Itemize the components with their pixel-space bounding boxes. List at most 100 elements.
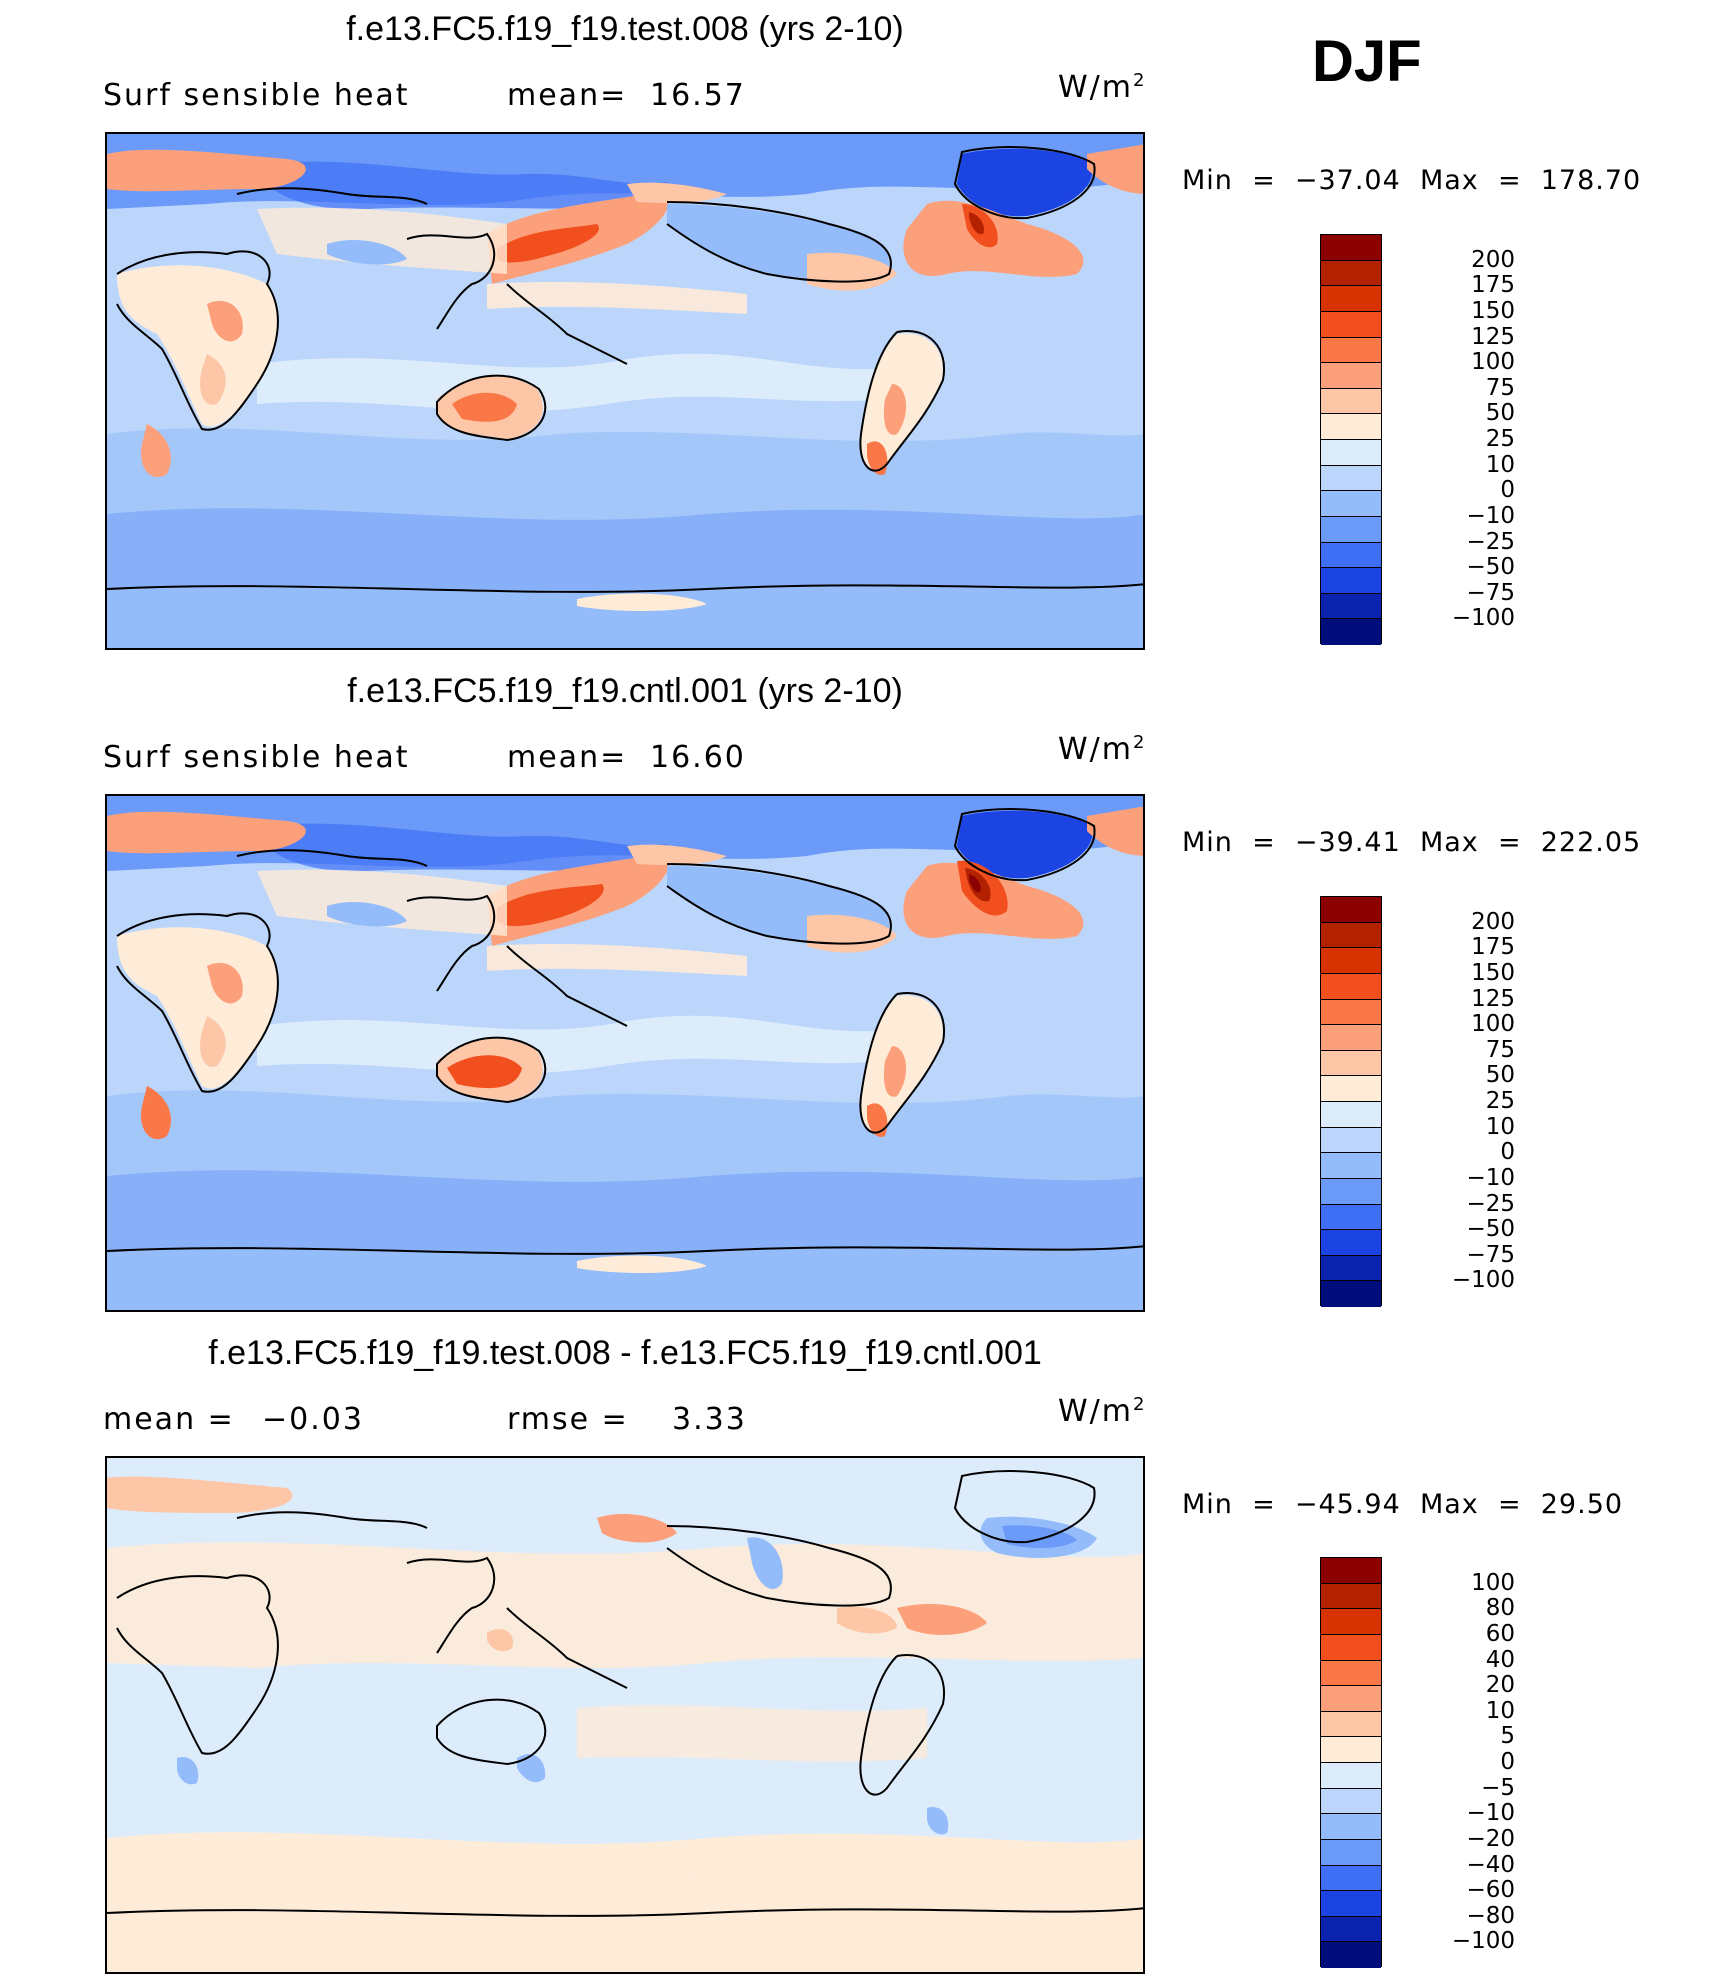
colorbar-segment — [1321, 1763, 1381, 1789]
colorbar-segment — [1321, 260, 1381, 287]
colorbar-segment — [1321, 1737, 1381, 1763]
colorbar-segment — [1321, 1865, 1381, 1892]
colorbar-segment — [1321, 363, 1381, 389]
colorbar-segment — [1321, 235, 1381, 261]
colorbar-tick-label: 175 — [1471, 934, 1515, 961]
colorbar-tick-label: −20 — [1466, 1825, 1515, 1852]
panel-1-colorbar-labels: 200 175 150 125 100 75 50 25 10 0 −10 −25 −50 −75 −100 — [1395, 234, 1515, 644]
panel-2-map — [105, 794, 1145, 1312]
colorbar-tick-label: 10 — [1485, 1697, 1515, 1724]
colorbar-tick-label: 75 — [1485, 374, 1515, 401]
colorbar-segment — [1321, 1916, 1381, 1943]
colorbar-tick-label: 200 — [1471, 246, 1515, 273]
panel-1-mean-value: 16.57 — [650, 78, 746, 113]
colorbar-tick-label: 100 — [1471, 1569, 1515, 1596]
panel-1-map — [105, 132, 1145, 650]
colorbar-segment — [1321, 568, 1381, 594]
panel-2-colorbar — [1320, 896, 1382, 1307]
colorbar-tick-label: −100 — [1451, 1928, 1515, 1955]
colorbar-tick-label: 125 — [1471, 323, 1515, 350]
panel-2-greenland — [957, 810, 1093, 879]
panel-2-variable: Surf sensible heat — [103, 740, 410, 775]
colorbar-tick-label: 20 — [1485, 1672, 1515, 1699]
panel-3-mean-label: mean = — [103, 1402, 235, 1437]
colorbar-tick-label: 100 — [1471, 1011, 1515, 1038]
panel-2-title: f.e13.FC5.f19_f19.cntl.001 (yrs 2-10) — [347, 672, 903, 710]
colorbar-segment — [1321, 286, 1381, 312]
colorbar-segment — [1321, 1711, 1381, 1738]
colorbar-segment — [1321, 1204, 1381, 1231]
colorbar-segment — [1321, 414, 1381, 440]
colorbar-segment — [1321, 1891, 1381, 1917]
colorbar-segment — [1321, 440, 1381, 466]
colorbar-segment — [1321, 1025, 1381, 1051]
colorbar-segment — [1321, 973, 1381, 1000]
colorbar-tick-label: 0 — [1500, 1749, 1515, 1775]
colorbar-segment — [1321, 311, 1381, 338]
panel-2-units: W/m2 — [1058, 732, 1147, 767]
colorbar-segment — [1321, 1634, 1381, 1661]
colorbar-tick-label: −5 — [1481, 1774, 1515, 1801]
panel-1-colorbar — [1320, 234, 1382, 645]
colorbar-segment — [1321, 542, 1381, 569]
colorbar-segment — [1321, 516, 1381, 543]
colorbar-tick-label: 25 — [1485, 1088, 1515, 1114]
colorbar-segment — [1321, 1660, 1381, 1687]
colorbar-tick-label: 60 — [1485, 1620, 1515, 1647]
colorbar-tick-label: −100 — [1451, 605, 1515, 632]
colorbar-tick-label: −50 — [1466, 1216, 1515, 1243]
colorbar-segment — [1321, 1230, 1381, 1256]
colorbar-tick-label: 40 — [1485, 1646, 1515, 1673]
colorbar-tick-label: 80 — [1485, 1595, 1515, 1622]
colorbar-tick-label: 175 — [1471, 272, 1515, 299]
panel-1-mean-label: mean= — [507, 78, 628, 113]
colorbar-segment — [1321, 1583, 1381, 1610]
panel-2-colorbar-labels: 200 175 150 125 100 75 50 25 10 0 −10 −25 −50 −75 −100 — [1395, 896, 1515, 1306]
colorbar-tick-label: 0 — [1500, 477, 1515, 504]
colorbar-segment — [1321, 1942, 1381, 1968]
colorbar-tick-label: −50 — [1466, 554, 1515, 581]
panel-3-title: f.e13.FC5.f19_f19.test.008 - f.e13.FC5.f… — [208, 1334, 1042, 1372]
panel-3-minmax: Min = −45.94 Max = 29.50 — [1182, 1489, 1624, 1520]
colorbar-tick-label: 125 — [1471, 985, 1515, 1012]
colorbar-segment — [1321, 1839, 1381, 1866]
panel-2-mean-label: mean= — [507, 740, 628, 775]
panel-3-map — [105, 1456, 1145, 1974]
season-label: DJF — [1312, 29, 1422, 94]
panel-2-mean-value: 16.60 — [650, 740, 746, 775]
colorbar-segment — [1321, 1814, 1381, 1840]
panel-3-mean-value: −0.03 — [262, 1402, 364, 1437]
colorbar-tick-label: 0 — [1500, 1139, 1515, 1166]
colorbar-segment — [1321, 593, 1381, 620]
panel-1-variable: Surf sensible heat — [103, 78, 410, 113]
colorbar-segment — [1321, 1076, 1381, 1102]
panel-1-greenland — [957, 148, 1093, 217]
colorbar-segment — [1321, 1178, 1381, 1205]
panel-2-antarctica — [107, 1246, 1143, 1310]
colorbar-tick-label: 10 — [1485, 451, 1515, 478]
panel-1-antarctica — [107, 584, 1143, 648]
colorbar-tick-label: −40 — [1466, 1851, 1515, 1878]
colorbar-tick-label: −75 — [1466, 1241, 1515, 1268]
colorbar-tick-label: 150 — [1471, 297, 1515, 324]
colorbar-segment — [1321, 1153, 1381, 1179]
panel-2-minmax: Min = −39.41 Max = 222.05 — [1182, 827, 1642, 858]
colorbar-segment — [1321, 337, 1381, 364]
panel-1-units: W/m2 — [1058, 70, 1147, 105]
colorbar-tick-label: −25 — [1466, 528, 1515, 555]
panel-3-colorbar — [1320, 1557, 1382, 1968]
colorbar-segment — [1321, 491, 1381, 517]
colorbar-tick-label: 50 — [1485, 1062, 1515, 1089]
colorbar-segment — [1321, 1255, 1381, 1282]
colorbar-segment — [1321, 948, 1381, 974]
colorbar-tick-label: −80 — [1466, 1902, 1515, 1929]
colorbar-tick-label: 200 — [1471, 908, 1515, 935]
colorbar-tick-label: 10 — [1485, 1113, 1515, 1140]
colorbar-tick-label: 150 — [1471, 959, 1515, 986]
colorbar-segment — [1321, 1102, 1381, 1128]
panel-3-rmse-label: rmse = — [507, 1402, 629, 1437]
colorbar-tick-label: 100 — [1471, 349, 1515, 376]
colorbar-segment — [1321, 388, 1381, 415]
colorbar-segment — [1321, 1609, 1381, 1635]
colorbar-segment — [1321, 1281, 1381, 1307]
